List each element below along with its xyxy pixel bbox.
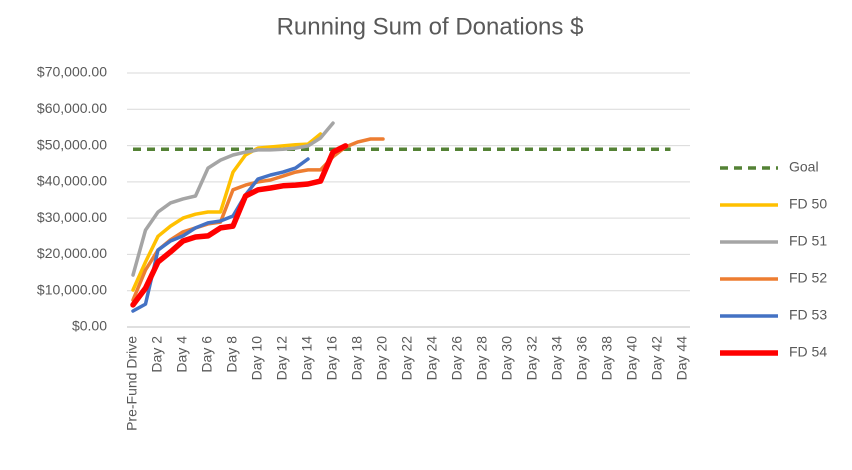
legend-label: FD 54 — [789, 344, 827, 360]
x-tick-label: Day 32 — [524, 336, 540, 381]
y-tick-label: $10,000.00 — [37, 281, 107, 297]
x-tick-label: Day 34 — [549, 336, 565, 381]
x-tick-label: Day 8 — [224, 336, 240, 373]
y-tick-label: $40,000.00 — [37, 173, 107, 189]
x-tick-label: Day 20 — [374, 336, 390, 381]
legend-label: FD 52 — [789, 270, 827, 286]
legend-label: FD 53 — [789, 307, 827, 323]
x-tick-label: Day 10 — [249, 336, 265, 381]
x-tick-label: Day 26 — [449, 336, 465, 381]
legend-label: Goal — [789, 159, 819, 175]
x-tick-label: Day 2 — [149, 336, 165, 373]
y-tick-label: $30,000.00 — [37, 209, 107, 225]
x-tick-label: Day 14 — [299, 336, 315, 381]
y-tick-label: $50,000.00 — [37, 136, 107, 152]
series-line — [131, 121, 335, 277]
series-line — [130, 143, 349, 308]
x-tick-label: Day 12 — [274, 336, 290, 381]
series-line — [131, 157, 310, 313]
x-tick-label: Day 22 — [399, 336, 415, 381]
x-tick-label: Day 6 — [199, 336, 215, 373]
x-tick-label: Day 16 — [324, 336, 340, 381]
x-tick-label: Day 38 — [599, 336, 615, 381]
y-tick-label: $60,000.00 — [37, 100, 107, 116]
x-tick-label: Day 42 — [649, 336, 665, 381]
y-tick-label: $20,000.00 — [37, 245, 107, 261]
legend-label: FD 50 — [789, 196, 827, 212]
y-tick-label: $0.00 — [72, 318, 107, 334]
legend-label: FD 51 — [789, 233, 827, 249]
x-tick-label: Day 44 — [674, 336, 690, 381]
x-tick-label: Day 30 — [499, 336, 515, 381]
x-tick-label: Day 4 — [174, 336, 190, 373]
chart-title: Running Sum of Donations $ — [277, 13, 584, 40]
x-tick-label: Day 24 — [424, 336, 440, 381]
series-line — [131, 132, 323, 292]
x-tick-label: Day 28 — [474, 336, 490, 381]
x-tick-label: Day 36 — [574, 336, 590, 381]
x-tick-label: Day 40 — [624, 336, 640, 381]
x-tick-label: Day 18 — [349, 336, 365, 381]
y-tick-label: $70,000.00 — [37, 64, 107, 80]
x-tick-label: Pre-Fund Drive — [124, 336, 140, 431]
